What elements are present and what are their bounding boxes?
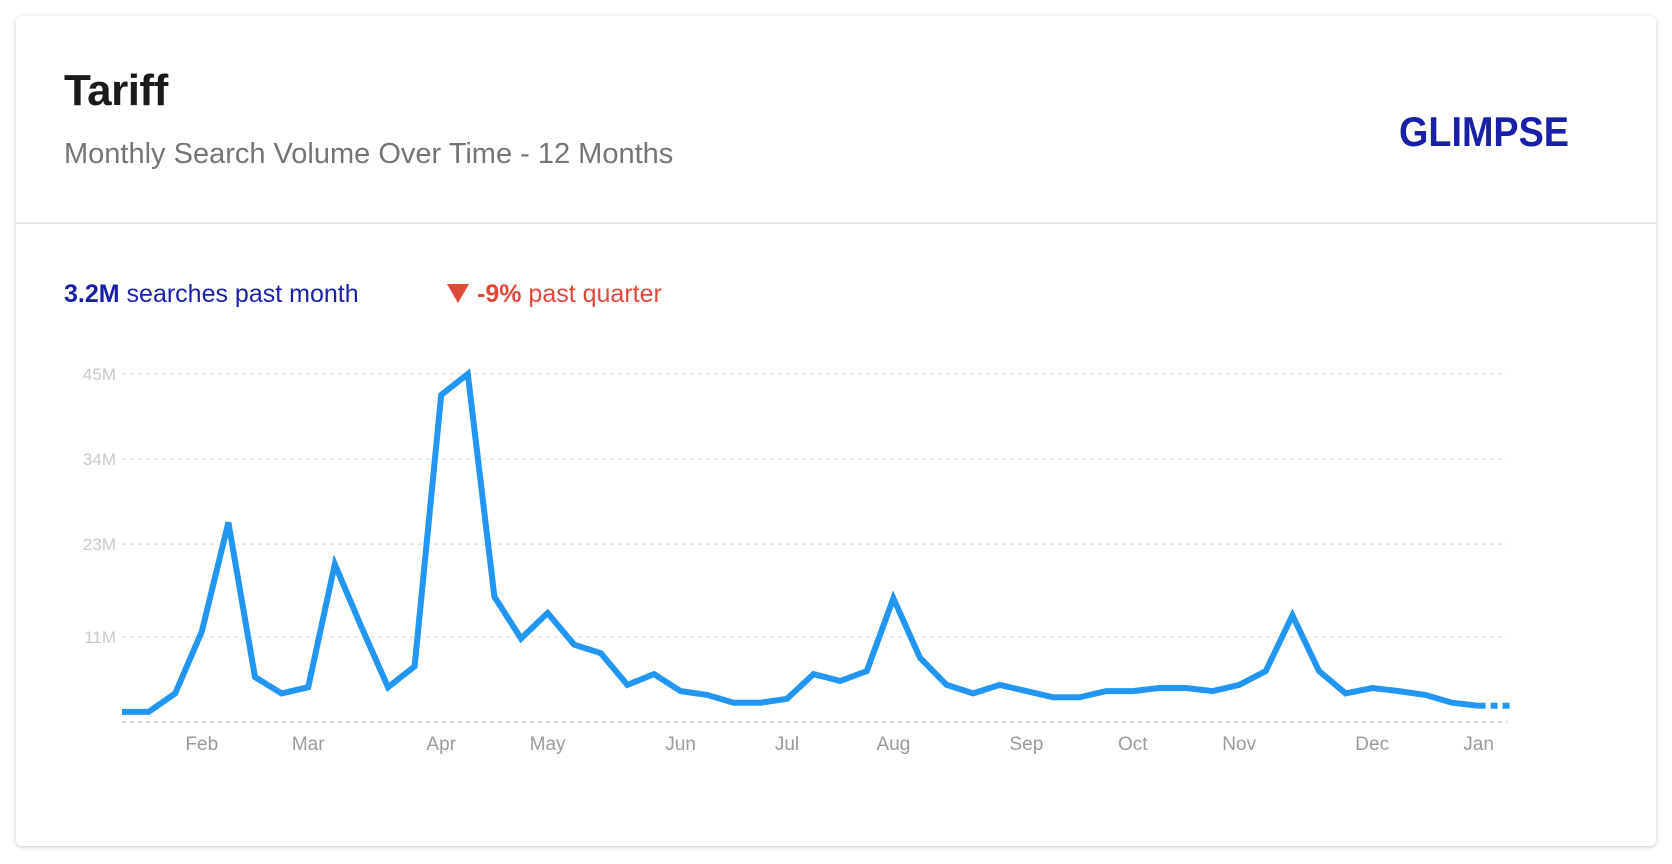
x-tick-label: Apr [426,734,456,755]
volume-label: searches past month [126,280,359,308]
series-line [122,368,1479,715]
y-tick-label: 11M [84,628,116,647]
x-tick-label: Mar [292,734,325,755]
x-tick-label: Sep [1009,734,1043,755]
x-tick-label: Jan [1463,734,1494,755]
x-tick-label: Dec [1355,734,1389,755]
stats-row: 3.2M searches past month -9% past quarte… [64,280,662,309]
x-tick-label: Oct [1118,734,1148,755]
volume-stat: 3.2M searches past month [64,280,359,308]
chart-subtitle: Monthly Search Volume Over Time - 12 Mon… [64,138,674,170]
y-tick-label: 34M [83,450,116,469]
y-tick-label: 23M [83,535,116,554]
card-header: Tariff Monthly Search Volume Over Time -… [16,16,1656,224]
chart-card: Tariff Monthly Search Volume Over Time -… [16,16,1656,846]
logo-text: GLIMPSE [1399,108,1569,152]
triangle-down-icon [447,284,469,303]
glimpse-logo[interactable]: GLIMPSE [1399,108,1623,152]
x-tick-label: Jun [665,734,696,755]
change-label: past quarter [528,280,662,308]
change-stat: -9% past quarter [447,280,662,309]
page-title: Tariff [64,66,168,115]
change-value: -9% [477,280,522,308]
x-tick-label: Jul [775,734,799,755]
x-tick-label: Aug [876,734,910,755]
volume-value: 3.2M [64,280,120,308]
y-tick-label: 45M [83,365,116,384]
x-tick-label: May [530,734,566,755]
line-chart: 11M 23M 34M 45M Feb Mar Apr May Jun Jul Aug Sep Oct N… [83,365,1512,755]
x-tick-label: Nov [1222,734,1256,755]
x-tick-label: Feb [185,734,218,755]
